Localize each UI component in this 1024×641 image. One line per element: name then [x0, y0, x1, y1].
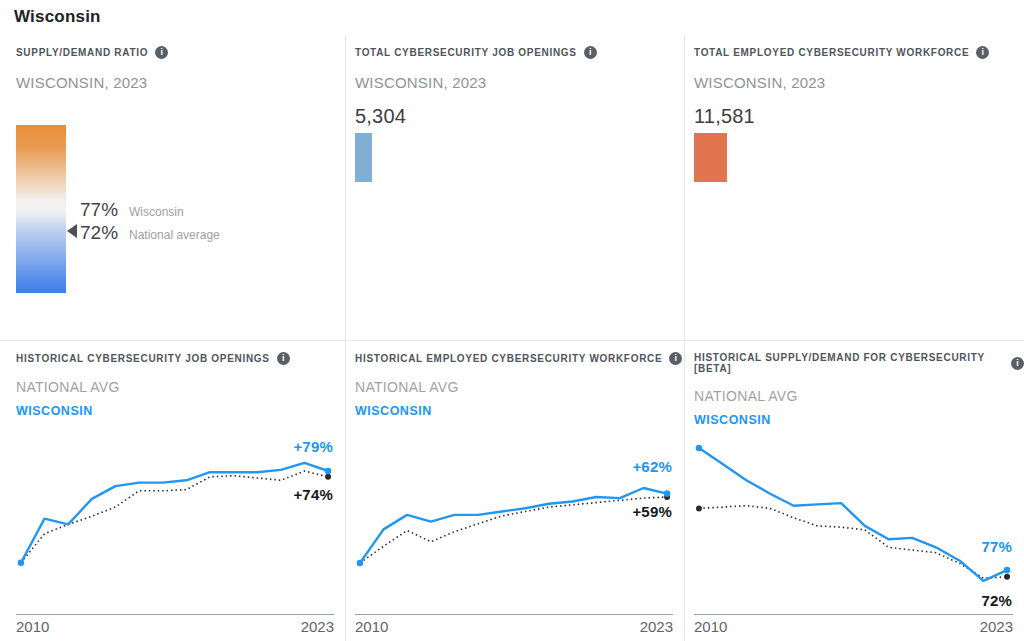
info-icon[interactable]: i: [277, 352, 290, 365]
national-ratio-label: National average: [129, 228, 220, 242]
info-icon[interactable]: i: [1011, 357, 1024, 370]
x-tick-end: 2023: [980, 618, 1013, 635]
legend-wisconsin: WISCONSIN: [694, 413, 1024, 427]
panel-title: HISTORICAL EMPLOYED CYBERSECURITY WORKFO…: [355, 353, 662, 364]
workforce-bar: [694, 133, 727, 182]
panel-header: HISTORICAL SUPPLY/DEMAND FOR CYBERSECURI…: [685, 341, 1024, 374]
x-axis-labels: 2010 2023: [16, 618, 334, 635]
panel-header: HISTORICAL CYBERSECURITY JOB OPENINGS i: [0, 341, 345, 365]
page-title: Wisconsin: [14, 7, 1024, 31]
workforce-value: 11,581: [694, 105, 1024, 128]
national-ratio-value: 72%: [80, 222, 118, 244]
x-tick-end: 2023: [301, 618, 334, 635]
legend-wisconsin: WISCONSIN: [355, 404, 684, 418]
x-axis-labels: 2010 2023: [694, 618, 1013, 635]
x-tick-start: 2010: [16, 618, 49, 635]
panel-subtitle: WISCONSIN, 2023: [16, 74, 345, 91]
ratio-national-row: 72% National average: [80, 222, 220, 244]
x-axis: [16, 614, 334, 615]
panel-header: HISTORICAL EMPLOYED CYBERSECURITY WORKFO…: [346, 341, 684, 365]
panel-total-employed-workforce: TOTAL EMPLOYED CYBERSECURITY WORKFORCE i…: [684, 35, 1024, 340]
panel-title: SUPPLY/DEMAND RATIO: [16, 47, 148, 58]
x-tick-start: 2010: [694, 618, 727, 635]
info-icon[interactable]: i: [584, 46, 597, 59]
panel-header: SUPPLY/DEMAND RATIO i: [0, 35, 345, 59]
national-average-marker-icon: [67, 224, 77, 238]
panel-title: TOTAL EMPLOYED CYBERSECURITY WORKFORCE: [694, 47, 969, 58]
state-end-value: +79%: [293, 438, 333, 455]
info-icon[interactable]: i: [155, 46, 168, 59]
x-axis: [694, 614, 1013, 615]
panel-header: TOTAL CYBERSECURITY JOB OPENINGS i: [346, 35, 684, 59]
national-end-value: 72%: [981, 592, 1012, 609]
state-end-value: 77%: [981, 538, 1012, 555]
panel-supply-demand-ratio: SUPPLY/DEMAND RATIO i WISCONSIN, 2023 77…: [0, 35, 345, 340]
historical-job-openings-chart[interactable]: [16, 431, 334, 601]
panel-header: TOTAL EMPLOYED CYBERSECURITY WORKFORCE i: [685, 35, 1024, 59]
info-icon[interactable]: i: [669, 352, 682, 365]
panel-historical-supply-demand: HISTORICAL SUPPLY/DEMAND FOR CYBERSECURI…: [684, 340, 1024, 641]
state-ratio-label: Wisconsin: [129, 205, 184, 219]
national-end-value: +59%: [632, 503, 672, 520]
x-axis-labels: 2010 2023: [355, 618, 673, 635]
info-icon[interactable]: i: [976, 46, 989, 59]
job-openings-bar: [355, 133, 372, 182]
job-openings-value: 5,304: [355, 105, 684, 128]
panel-subtitle: WISCONSIN, 2023: [355, 74, 684, 91]
historical-workforce-chart[interactable]: [355, 431, 673, 601]
legend-national-avg: NATIONAL AVG: [355, 379, 684, 395]
legend-national-avg: NATIONAL AVG: [694, 388, 1024, 404]
state-end-value: +62%: [632, 458, 672, 475]
panel-subtitle: WISCONSIN, 2023: [694, 74, 1024, 91]
panel-total-job-openings: TOTAL CYBERSECURITY JOB OPENINGS i WISCO…: [345, 35, 684, 340]
x-axis: [355, 614, 673, 615]
x-tick-start: 2010: [355, 618, 388, 635]
panel-historical-employed-workforce: HISTORICAL EMPLOYED CYBERSECURITY WORKFO…: [345, 340, 684, 641]
panel-title: HISTORICAL CYBERSECURITY JOB OPENINGS: [16, 353, 270, 364]
historical-supply-demand-chart[interactable]: [694, 431, 1013, 601]
legend-wisconsin: WISCONSIN: [16, 404, 345, 418]
state-ratio-value: 77%: [80, 199, 118, 221]
legend-national-avg: NATIONAL AVG: [16, 379, 345, 395]
panel-historical-job-openings: HISTORICAL CYBERSECURITY JOB OPENINGS i …: [0, 340, 345, 641]
dashboard-grid: SUPPLY/DEMAND RATIO i WISCONSIN, 2023 77…: [0, 35, 1024, 641]
ratio-state-row: 77% Wisconsin: [80, 199, 184, 221]
x-tick-end: 2023: [640, 618, 673, 635]
panel-title: TOTAL CYBERSECURITY JOB OPENINGS: [355, 47, 577, 58]
ratio-scale-bar: [16, 125, 66, 293]
national-end-value: +74%: [293, 486, 333, 503]
panel-title: HISTORICAL SUPPLY/DEMAND FOR CYBERSECURI…: [694, 352, 1004, 374]
